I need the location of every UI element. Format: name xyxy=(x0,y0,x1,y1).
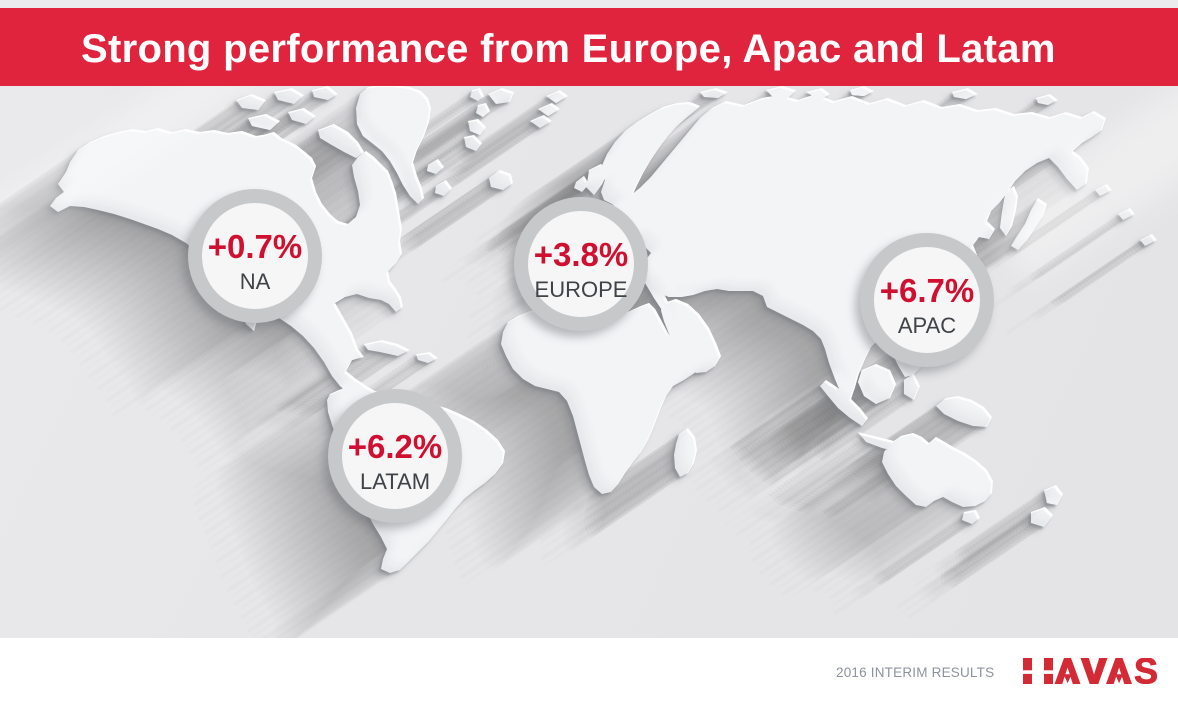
svg-text:S: S xyxy=(1134,658,1158,684)
